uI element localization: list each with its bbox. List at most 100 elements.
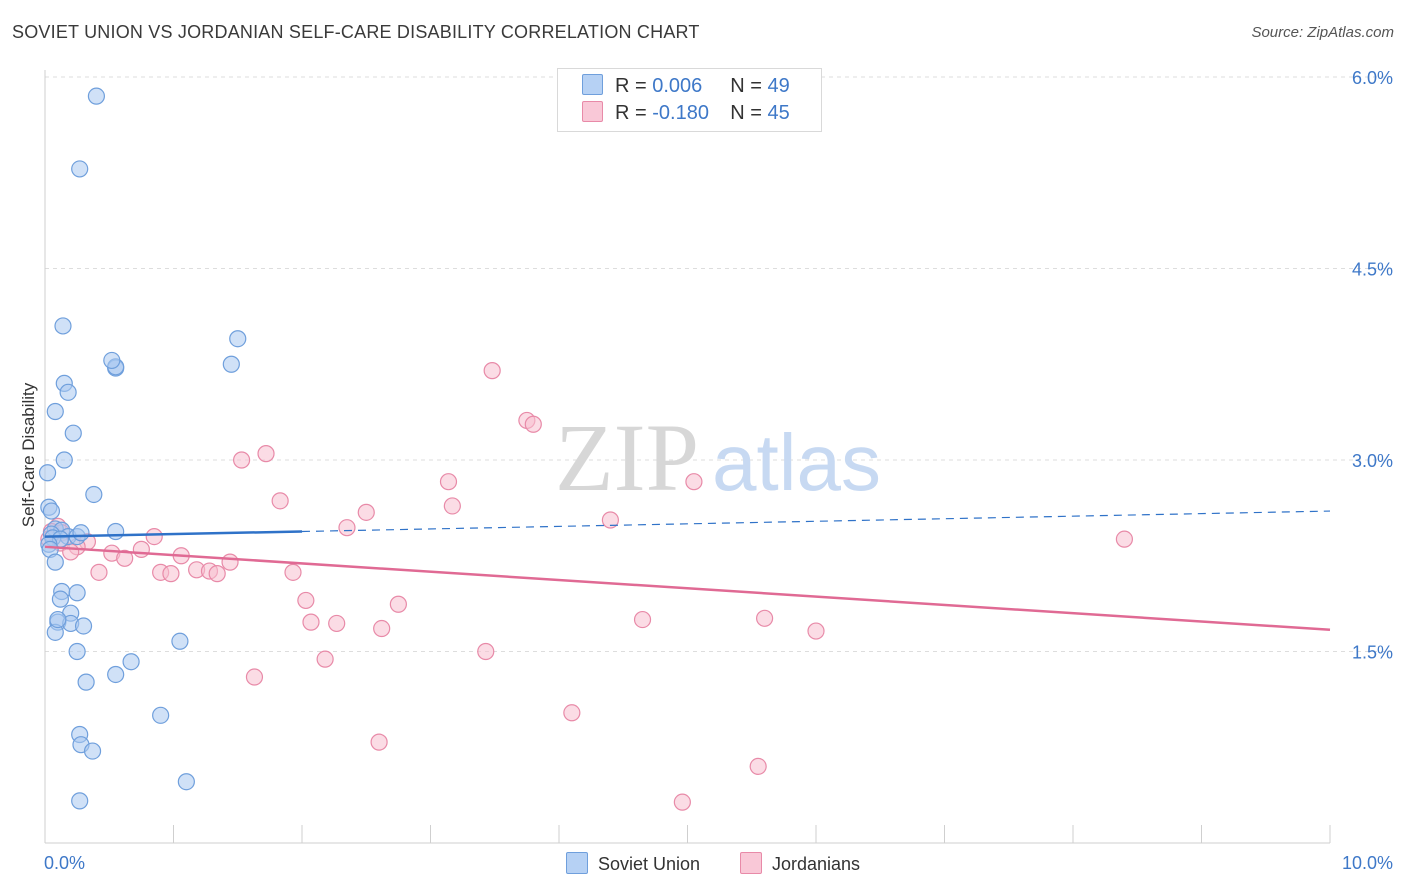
soviet-point: [107, 665, 125, 684]
soviet-point: [152, 706, 170, 724]
jordan-point: [116, 549, 134, 567]
soviet-point: [51, 590, 70, 608]
soviet-point: [46, 553, 64, 571]
soviet-point: [42, 502, 61, 520]
jordan-point: [302, 613, 320, 631]
soviet-point: [59, 383, 77, 401]
jordan-point: [245, 668, 264, 686]
axis-layer: 1.5% 3.0% 4.5% 6.0% 0.0% 10.0%: [44, 68, 1393, 873]
watermark: ZIP atlas: [555, 404, 881, 511]
jordan-point: [271, 492, 289, 510]
watermark-zip: ZIP: [555, 404, 699, 511]
jordan-point: [1115, 530, 1134, 548]
jordan-point: [685, 473, 703, 491]
soviet-trend-line: [44, 530, 303, 538]
jordan-point: [357, 503, 375, 521]
jordan-point: [389, 595, 407, 613]
legend-jordanians: Jordanians: [740, 852, 860, 875]
soviet-point: [49, 610, 67, 629]
x-tick-label-min: 0.0%: [44, 853, 85, 873]
soviet-point: [38, 464, 57, 482]
jordan-point: [807, 622, 825, 640]
soviet-point: [83, 742, 102, 760]
trend-layer: [44, 510, 1331, 632]
jordan-r-value: -0.180: [652, 102, 709, 124]
jordan-point: [673, 793, 691, 811]
legend-soviet-union: Soviet Union: [566, 852, 700, 875]
soviet-point: [87, 87, 106, 105]
chart-title: SOVIET UNION VS JORDANIAN SELF-CARE DISA…: [12, 22, 700, 42]
jordan-point: [477, 642, 495, 661]
jordan-point: [233, 451, 251, 469]
jordan-point: [257, 445, 275, 463]
jordan-legend-label: Jordanians: [772, 854, 861, 874]
x-tick-label-max: 10.0%: [1342, 853, 1393, 873]
jordan-point: [338, 519, 356, 537]
soviet-point: [103, 351, 121, 370]
soviet-point: [71, 792, 89, 810]
jordan-point: [755, 609, 774, 627]
jordan-point: [328, 614, 346, 633]
jordan-point: [443, 497, 461, 515]
jordan-point: [221, 553, 239, 571]
jordan-point: [316, 650, 334, 668]
source-credit: Source: ZipAtlas.com: [1251, 24, 1394, 41]
y-tick-label: 1.5%: [1352, 643, 1393, 663]
jordan-point: [563, 704, 581, 722]
jordan-point: [601, 511, 620, 529]
jordan-point: [297, 591, 315, 610]
jordan-point: [208, 565, 226, 583]
soviet-legend-swatch: [566, 852, 588, 874]
jordan-swatch: [582, 101, 603, 122]
soviet-legend-label: Soviet Union: [598, 854, 701, 874]
points-layer: [38, 87, 1134, 811]
soviet-point: [171, 632, 189, 650]
soviet-point: [107, 522, 125, 541]
jordan-r-label: R =: [615, 102, 647, 124]
soviet-n-value: 49: [767, 75, 790, 97]
jordan-point: [524, 415, 542, 433]
grid-layer: [45, 76, 1392, 652]
soviet-r-value: 0.006: [652, 75, 703, 97]
jordan-point: [373, 619, 391, 638]
jordan-n-value: 45: [767, 102, 790, 124]
soviet-point: [177, 773, 195, 791]
soviet-point: [64, 424, 82, 442]
soviet-point: [72, 524, 90, 542]
soviet-r-label: R =: [615, 75, 647, 97]
soviet-point: [77, 673, 95, 691]
jordan-point: [145, 527, 163, 546]
soviet-point: [68, 584, 86, 602]
jordan-point: [439, 473, 458, 491]
jordan-point: [162, 565, 180, 583]
soviet-point: [68, 642, 86, 661]
jordan-point: [284, 563, 302, 581]
stats-legend: R = 0.006 N = 49 R = -0.180 N = 45: [557, 68, 822, 132]
jordan-point: [749, 757, 767, 776]
soviet-swatch: [582, 74, 603, 95]
soviet-trend-extension: [301, 510, 1331, 533]
soviet-point: [222, 355, 240, 373]
y-tick-label: 4.5%: [1352, 260, 1393, 280]
soviet-n-label: N =: [730, 75, 762, 97]
jordan-point: [483, 362, 501, 380]
soviet-point: [122, 653, 140, 671]
legend-row-jordan: R = -0.180 N = 45: [582, 101, 790, 127]
jordan-point: [633, 610, 652, 629]
soviet-point: [85, 485, 103, 504]
y-axis-title: Self-Care Disability: [19, 382, 38, 527]
soviet-point: [74, 617, 93, 635]
jordan-point: [370, 733, 388, 751]
soviet-point: [55, 451, 73, 469]
soviet-point: [71, 160, 89, 178]
jordan-trend-line: [44, 545, 1331, 632]
jordan-point: [132, 540, 150, 558]
soviet-point: [229, 330, 247, 348]
soviet-point: [54, 317, 72, 335]
jordan-legend-swatch: [740, 852, 762, 874]
soviet-point: [46, 402, 64, 421]
legend-row-soviet: R = 0.006 N = 49: [582, 74, 790, 100]
jordan-point: [90, 563, 108, 581]
y-tick-label: 3.0%: [1352, 451, 1393, 471]
